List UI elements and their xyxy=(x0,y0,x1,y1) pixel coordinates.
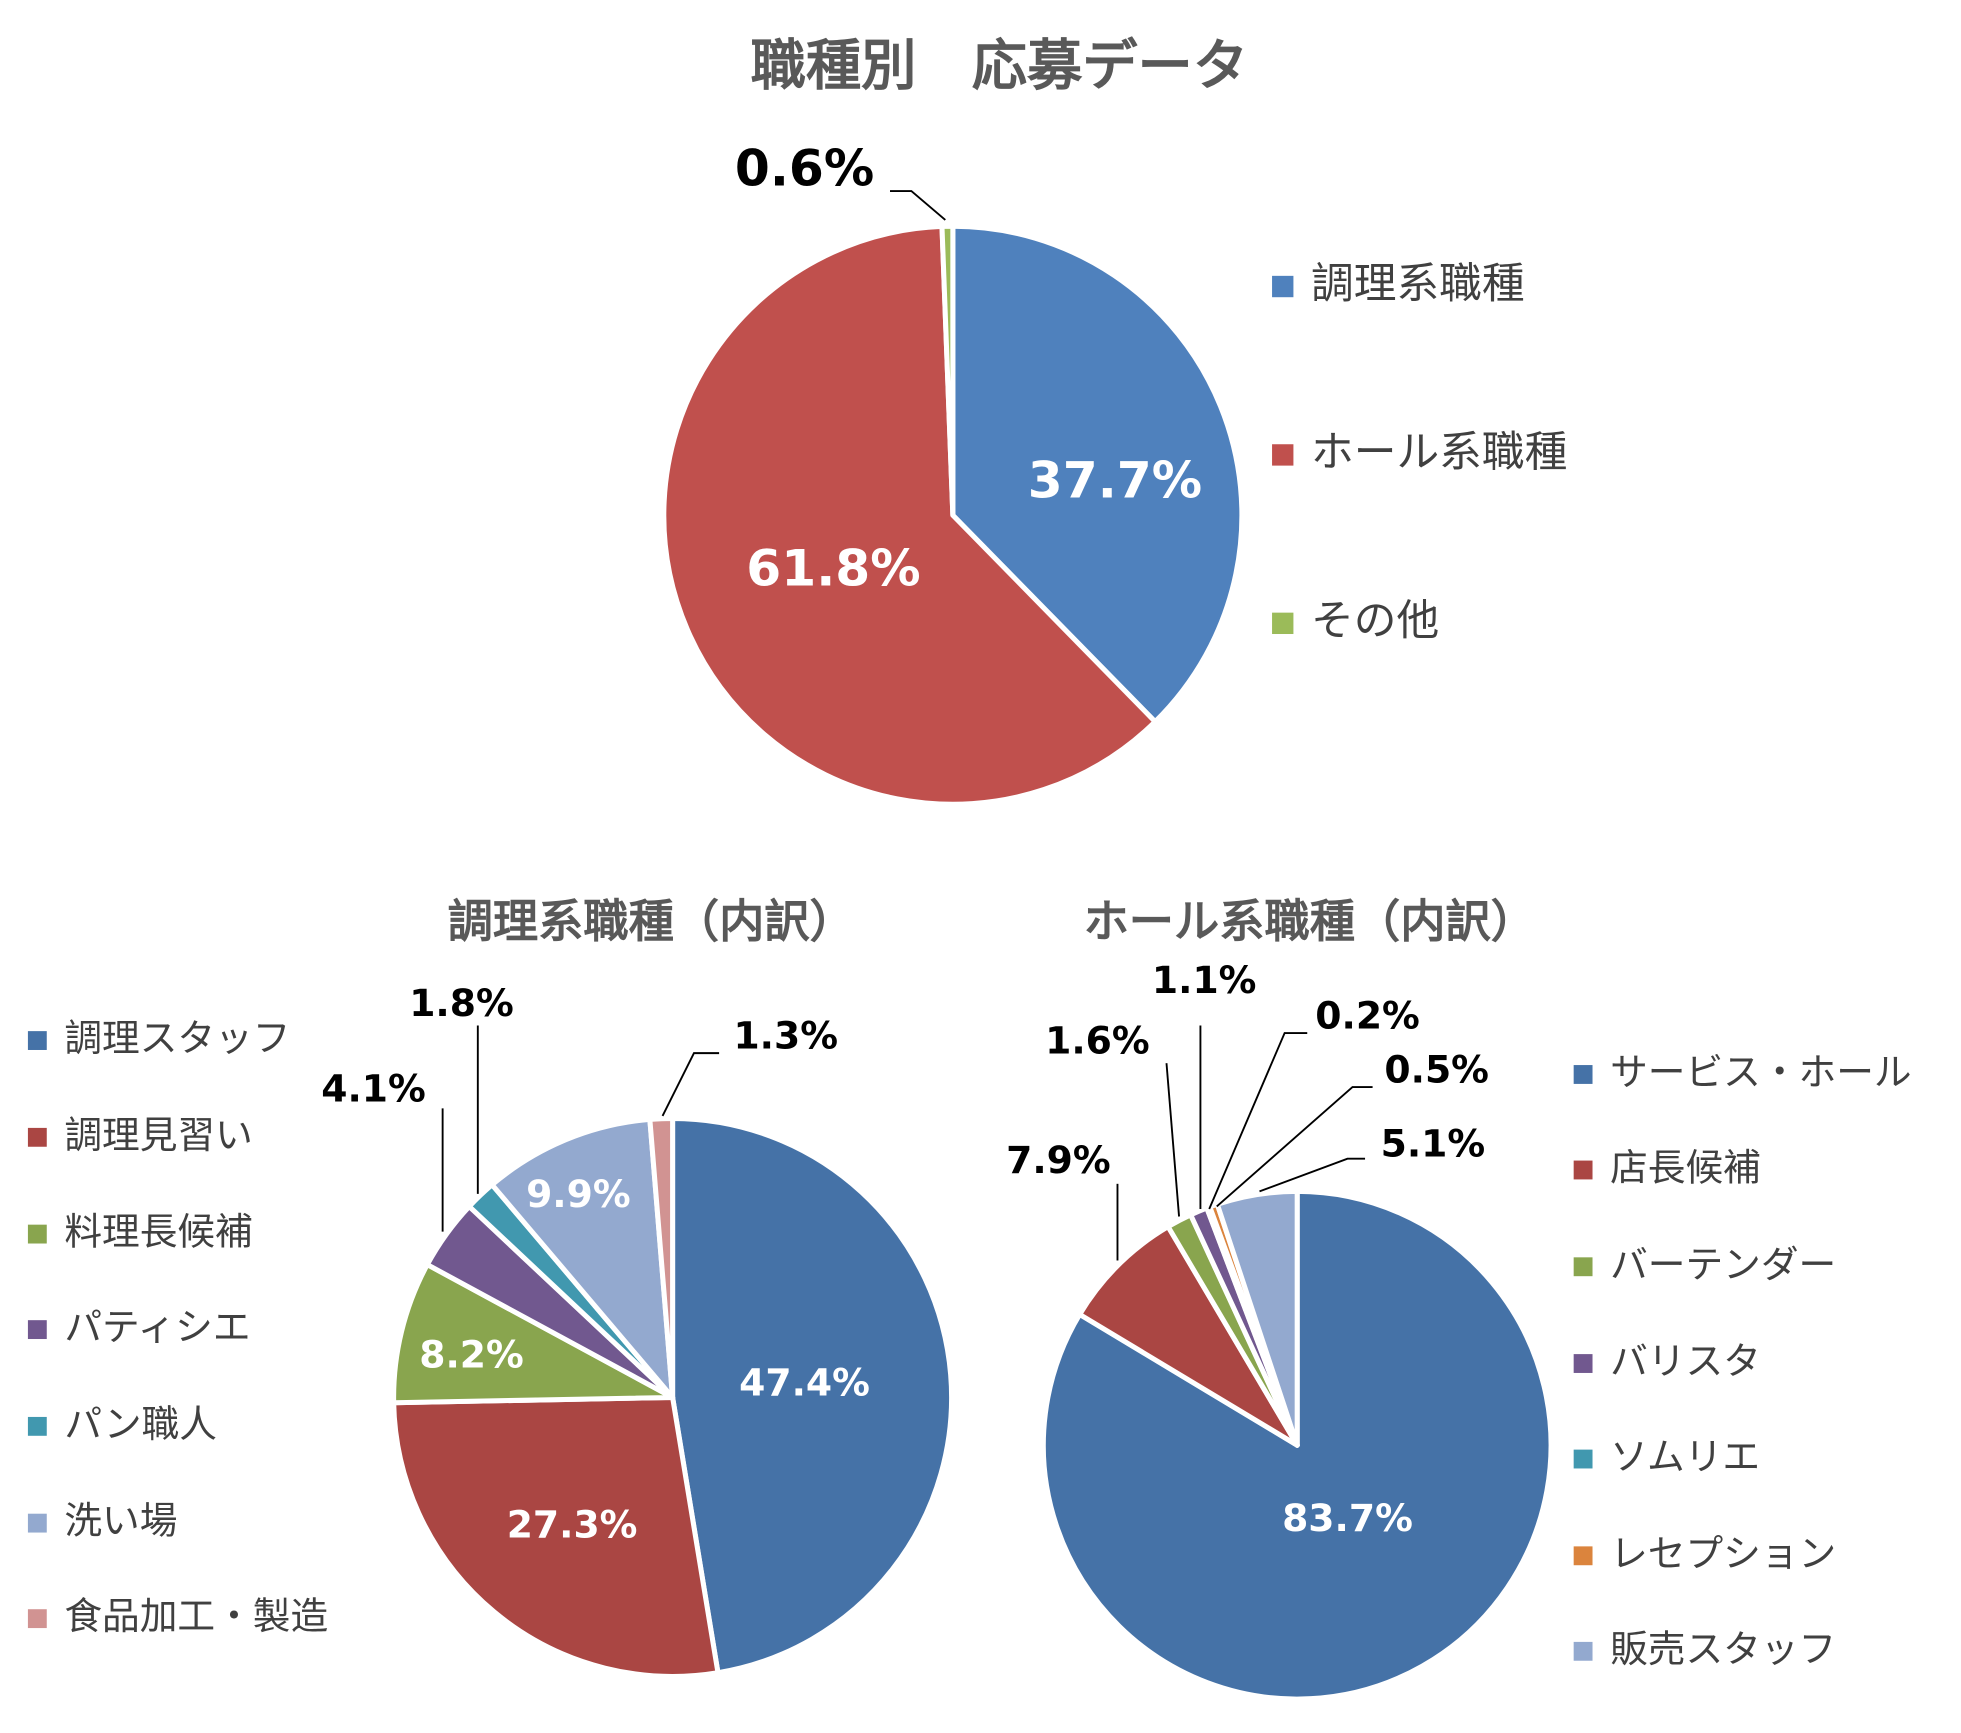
data-label: 1.8% xyxy=(409,981,514,1025)
legend-label: 調理スタッフ xyxy=(64,1016,290,1060)
pie-slice xyxy=(489,1116,676,1400)
legend-label: バーテンダー xyxy=(1610,1242,1836,1286)
pie-slice xyxy=(391,1262,676,1406)
legend-label: 料理長候補 xyxy=(64,1210,252,1254)
data-label: 0.6% xyxy=(735,139,874,198)
legend-label: 食品加工・製造 xyxy=(64,1594,328,1638)
chart-title: 調理系職種（内訳） xyxy=(448,895,855,948)
leader-line xyxy=(661,1052,720,1117)
chart-title: 職種別 応募データ xyxy=(751,34,1249,98)
leader-line xyxy=(1259,1157,1366,1193)
legend-swatch xyxy=(1573,1257,1593,1277)
legend-label: その他 xyxy=(1311,596,1439,646)
legend-label: 販売スタッフ xyxy=(1610,1627,1836,1671)
legend-label: パン職人 xyxy=(64,1402,217,1446)
legend-swatch xyxy=(1573,1546,1593,1566)
pie-slice xyxy=(950,223,1245,725)
chart-title: ホール系職種（内訳） xyxy=(1084,895,1536,948)
data-label: 4.1% xyxy=(321,1066,426,1110)
legend-label: 調理系職種 xyxy=(1311,259,1525,309)
legend-swatch xyxy=(27,1416,47,1436)
data-label: 7.9% xyxy=(1006,1138,1111,1182)
legend-swatch xyxy=(1573,1449,1593,1469)
leader-line xyxy=(1208,1032,1308,1210)
legend-label: 洗い場 xyxy=(64,1499,177,1543)
data-label: 47.4% xyxy=(739,1360,870,1404)
data-label: 27.3% xyxy=(507,1502,638,1546)
data-label: 83.7% xyxy=(1282,1496,1413,1540)
legend-label: 調理見習い xyxy=(64,1113,252,1157)
legend-swatch xyxy=(27,1224,47,1244)
legend-swatch xyxy=(27,1031,47,1050)
legend-label: ホール系職種 xyxy=(1311,427,1567,477)
data-label: 0.2% xyxy=(1315,993,1420,1037)
pie-slice xyxy=(670,1115,955,1676)
legend-label: ソムリエ xyxy=(1610,1435,1760,1479)
data-label: 1.1% xyxy=(1152,958,1257,1002)
pie-slice xyxy=(1214,1188,1300,1448)
data-label: 9.9% xyxy=(526,1172,631,1216)
legend-label: サービス・ホール xyxy=(1610,1050,1912,1094)
pie-slice xyxy=(661,223,1158,807)
legend-label: パティシエ xyxy=(64,1305,250,1349)
data-label: 1.6% xyxy=(1045,1019,1150,1063)
data-label: 0.5% xyxy=(1384,1047,1489,1091)
data-label: 5.1% xyxy=(1381,1122,1486,1166)
leader-line xyxy=(890,190,946,221)
legend-swatch xyxy=(27,1320,47,1340)
pie-slice xyxy=(647,1115,676,1400)
legend-swatch xyxy=(27,1609,47,1629)
legend-swatch xyxy=(1573,1065,1593,1084)
data-label: 1.3% xyxy=(733,1014,838,1058)
data-label: 8.2% xyxy=(419,1333,524,1377)
leader-line xyxy=(1216,1086,1373,1208)
leader-line xyxy=(1165,1063,1180,1217)
pie-slice xyxy=(939,223,956,518)
legend-swatch xyxy=(1272,275,1294,298)
data-label: 61.8% xyxy=(746,538,920,597)
pie-slice xyxy=(391,1394,721,1679)
legend-swatch xyxy=(1573,1160,1593,1180)
legend-swatch xyxy=(1272,444,1294,466)
data-label: 37.7% xyxy=(1028,450,1202,509)
legend-swatch xyxy=(1272,612,1294,635)
legend-label: 店長候補 xyxy=(1610,1145,1761,1189)
legend-swatch xyxy=(27,1513,47,1533)
legend-swatch xyxy=(1573,1354,1593,1373)
legend-label: バリスタ xyxy=(1610,1339,1761,1383)
legend-swatch xyxy=(1573,1641,1593,1661)
legend-label: レセプション xyxy=(1610,1531,1836,1575)
legend-swatch xyxy=(27,1127,47,1147)
pie-slice xyxy=(1077,1224,1300,1448)
